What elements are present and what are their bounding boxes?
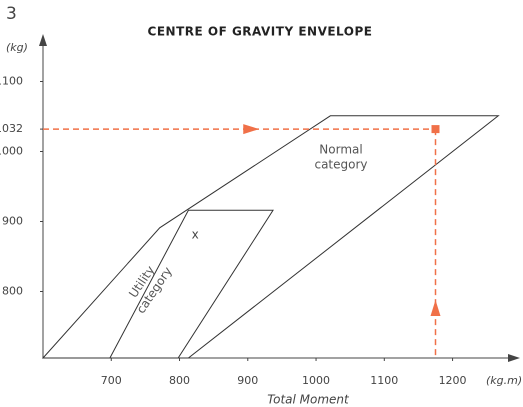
page-number: 3 bbox=[6, 4, 17, 24]
category-label: Normal category bbox=[314, 142, 367, 171]
x-tick-label: 800 bbox=[169, 374, 190, 387]
y-tick-label: 1100 bbox=[0, 75, 23, 88]
x-tick-label: 1000 bbox=[302, 374, 330, 387]
x-unit: (kg.m) bbox=[486, 374, 522, 387]
category-label: Utilitycategory bbox=[121, 256, 175, 316]
y-tick-label: 900 bbox=[2, 215, 23, 228]
envelope bbox=[109, 209, 274, 359]
chart-title: CENTRE OF GRAVITY ENVELOPE bbox=[148, 25, 373, 39]
cg-marker: x bbox=[192, 227, 199, 241]
arrow-up bbox=[430, 300, 441, 316]
y-unit: (kg) bbox=[6, 41, 28, 54]
x-axis-title: Total Moment bbox=[267, 393, 350, 407]
envelope bbox=[41, 115, 500, 359]
x-tick-label: 700 bbox=[101, 374, 122, 387]
y-tick-label: 800 bbox=[2, 285, 23, 298]
y-tick-label: 1032 bbox=[0, 122, 23, 135]
x-tick-label: 900 bbox=[237, 374, 258, 387]
x-tick-label: 1200 bbox=[439, 374, 467, 387]
x-axis-arrow bbox=[508, 354, 520, 362]
y-tick-label: 1000 bbox=[0, 145, 23, 158]
arrow-right bbox=[243, 124, 260, 135]
x-tick-label: 1100 bbox=[370, 374, 398, 387]
y-axis-arrow bbox=[39, 34, 47, 46]
cg-point bbox=[431, 125, 440, 134]
